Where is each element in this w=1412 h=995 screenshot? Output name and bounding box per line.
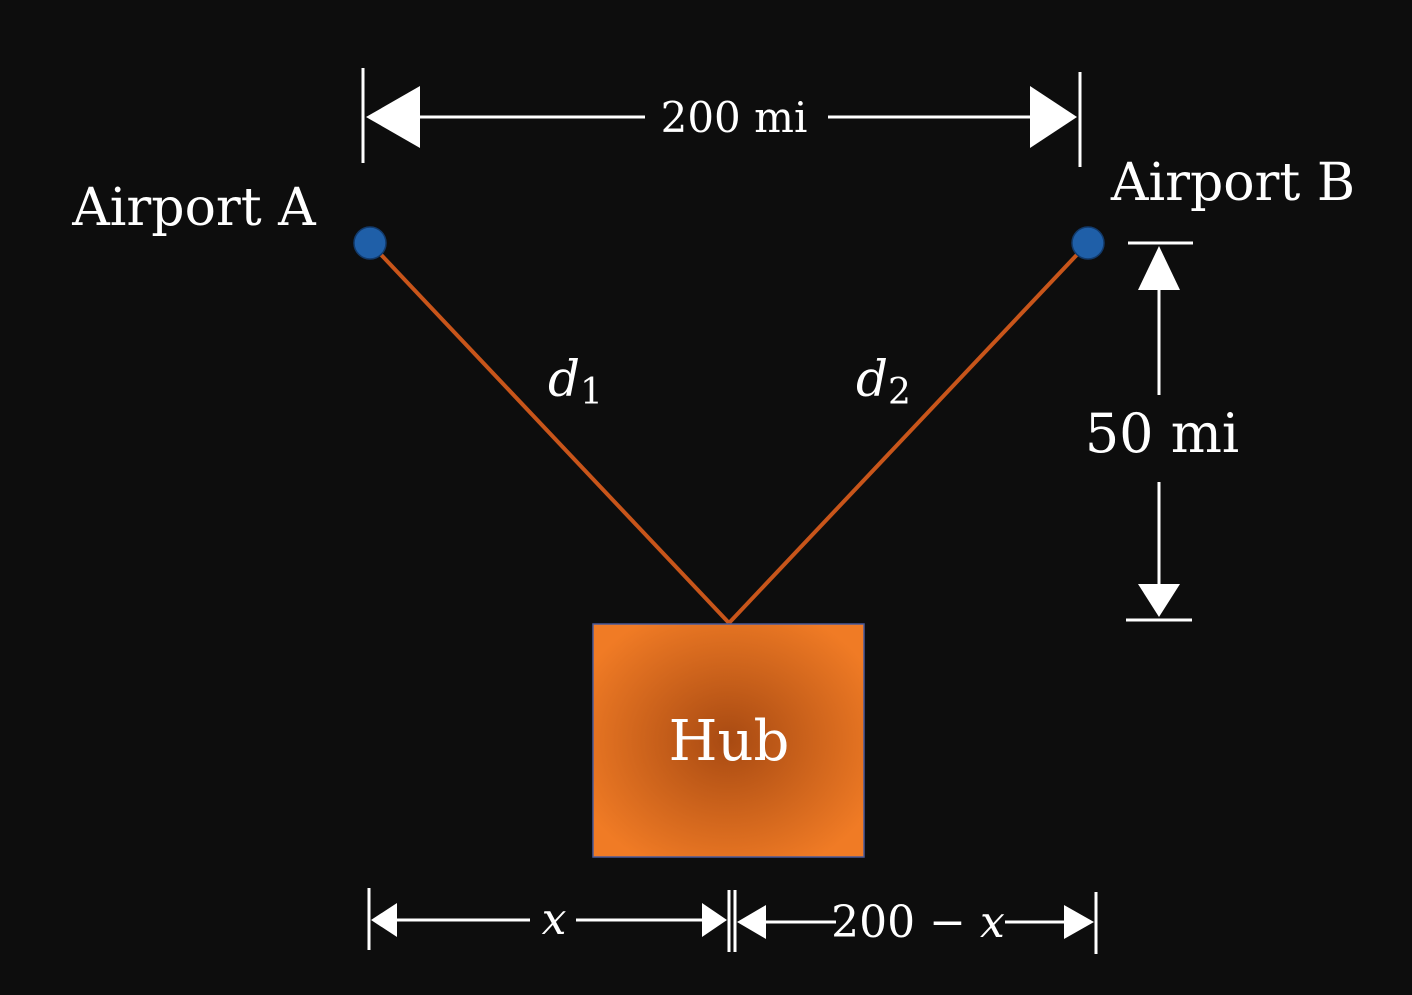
- top-distance-label: 200 mi: [661, 93, 808, 142]
- airport-b-dot: [1072, 227, 1104, 259]
- airport-a-label: Airport A: [71, 178, 317, 238]
- airport-b-label: Airport B: [1110, 153, 1355, 213]
- top-dim-right-arrowhead: [1030, 86, 1077, 148]
- x-dim-left-arrowhead: [371, 903, 397, 937]
- rest-label: 200 − x: [831, 897, 1005, 948]
- top-dim-left-arrowhead: [366, 86, 420, 148]
- bottom-dimension-x: x: [369, 888, 729, 952]
- vertical-dimension: 50 mi: [1085, 243, 1239, 620]
- bottom-dimension-rest: 200 − x: [735, 890, 1096, 954]
- vertical-distance-label: 50 mi: [1085, 402, 1239, 465]
- airport-a-dot: [354, 227, 386, 259]
- route-line-b: [729, 243, 1088, 623]
- x-label: x: [542, 894, 567, 945]
- rest-dim-right-arrowhead: [1064, 905, 1094, 939]
- hub-label: Hub: [669, 709, 790, 774]
- vert-dim-top-arrowhead: [1138, 246, 1180, 290]
- rest-dim-left-arrowhead: [737, 905, 766, 939]
- d2-label: d2: [856, 350, 911, 413]
- vert-dim-bottom-arrowhead: [1138, 584, 1180, 617]
- route-line-a: [370, 243, 729, 623]
- top-dimension: 200 mi: [363, 68, 1080, 167]
- x-dim-right-arrowhead: [702, 903, 727, 937]
- d1-label: d1: [548, 350, 603, 413]
